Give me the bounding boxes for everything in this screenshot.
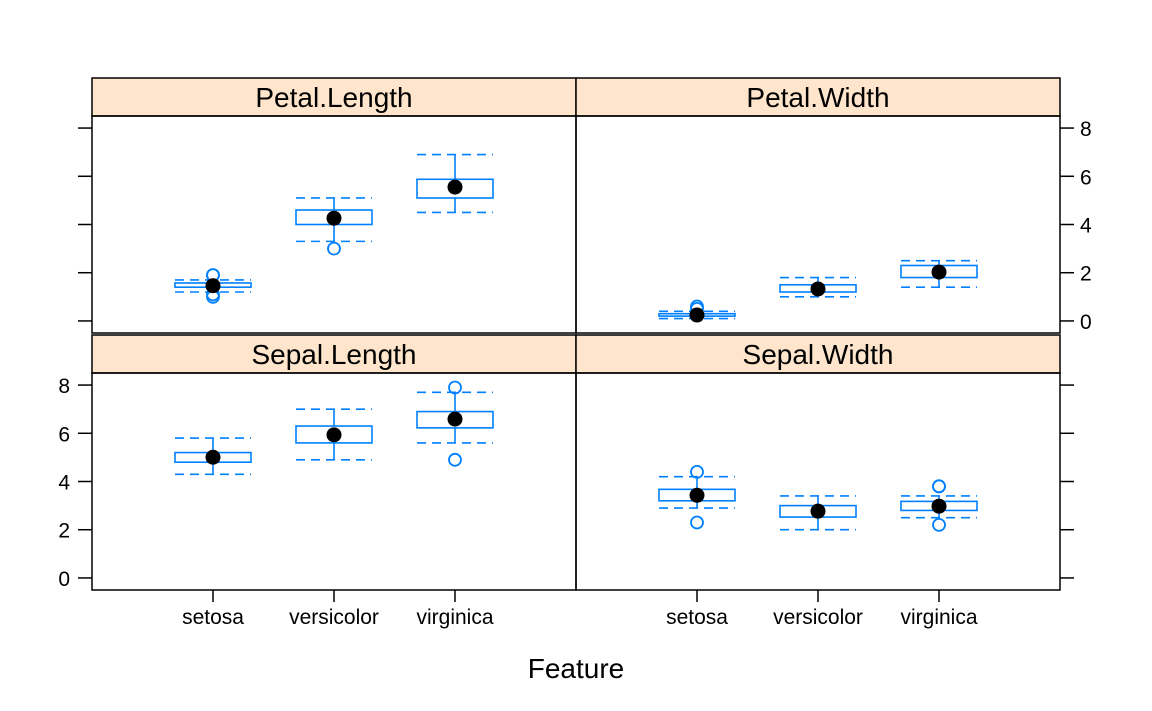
x-axis-title: Feature xyxy=(528,653,625,684)
mean-dot xyxy=(931,264,947,280)
panel-title: Sepal.Width xyxy=(743,339,894,370)
y-tick-label: 4 xyxy=(1080,215,1092,238)
outlier-point xyxy=(448,452,462,467)
panel-sepal-width: Sepal.Width setosa versicolor virginica xyxy=(575,334,1074,629)
mean-dot xyxy=(810,503,826,519)
panel-title: Sepal.Length xyxy=(251,339,416,370)
panel-title: Petal.Length xyxy=(255,82,412,113)
mean-dot xyxy=(326,210,342,226)
mean-dot xyxy=(689,307,705,323)
box-setosa xyxy=(658,299,736,323)
box-virginica xyxy=(416,380,494,467)
panel-frame xyxy=(575,372,1061,591)
box-virginica xyxy=(900,259,978,288)
outlier-point xyxy=(327,241,341,256)
box-iqr xyxy=(416,410,494,429)
box-setosa xyxy=(174,268,252,304)
panel-title: Petal.Width xyxy=(746,82,889,113)
y-tick-label: 0 xyxy=(58,568,70,591)
y-tick-label: 4 xyxy=(58,472,70,495)
outlier-point xyxy=(932,479,946,494)
y-tick-label: 0 xyxy=(1080,311,1092,334)
mean-dot xyxy=(931,498,947,514)
box-versicolor xyxy=(295,408,373,461)
box-virginica xyxy=(416,153,494,214)
box-virginica xyxy=(900,479,978,532)
box-setosa xyxy=(174,437,252,476)
mean-dot xyxy=(810,281,826,297)
mean-dot xyxy=(205,278,221,294)
panel-sepal-length: Sepal.Length 0 2 4 6 8 setosa versicolor virgini… xyxy=(58,334,577,629)
outlier-point xyxy=(690,515,704,530)
panel-strip xyxy=(575,77,1061,117)
x-tick-label: setosa xyxy=(182,606,244,629)
mean-dot xyxy=(689,487,705,503)
panels-layer: Petal.Length Petal.Width02468Sepal.Length… xyxy=(58,77,1092,629)
outlier-point xyxy=(690,464,704,479)
x-tick-label: virginica xyxy=(416,606,493,629)
panel-frame xyxy=(91,372,577,591)
y-tick-label: 2 xyxy=(1080,263,1092,286)
outlier-point xyxy=(932,518,946,532)
mean-dot xyxy=(447,411,463,427)
panel-petal-length: Petal.Length xyxy=(78,77,577,334)
x-tick-label: setosa xyxy=(666,606,728,629)
x-tick-label: versicolor xyxy=(773,606,863,629)
y-tick-label: 6 xyxy=(1080,166,1092,189)
mean-dot xyxy=(447,179,463,195)
mean-dot xyxy=(205,449,221,465)
box-versicolor xyxy=(779,276,857,298)
x-tick-label: versicolor xyxy=(289,606,379,629)
box-versicolor xyxy=(779,495,857,531)
box-iqr xyxy=(416,178,494,199)
box-iqr xyxy=(295,425,373,444)
y-tick-label: 2 xyxy=(58,520,70,543)
box-versicolor xyxy=(295,197,373,256)
outlier-point xyxy=(448,380,462,395)
panel-petal-width: Petal.Width 0 2 4 6 8 xyxy=(575,77,1092,334)
y-tick-label: 8 xyxy=(58,375,70,398)
panel-strip xyxy=(91,77,577,117)
panel-strip xyxy=(575,334,1061,374)
x-tick-label: virginica xyxy=(900,606,977,629)
y-tick-label: 8 xyxy=(1080,118,1092,141)
box-setosa xyxy=(658,464,736,530)
mean-dot xyxy=(326,427,342,443)
panel-frame xyxy=(575,115,1061,334)
y-tick-label: 6 xyxy=(58,423,70,446)
